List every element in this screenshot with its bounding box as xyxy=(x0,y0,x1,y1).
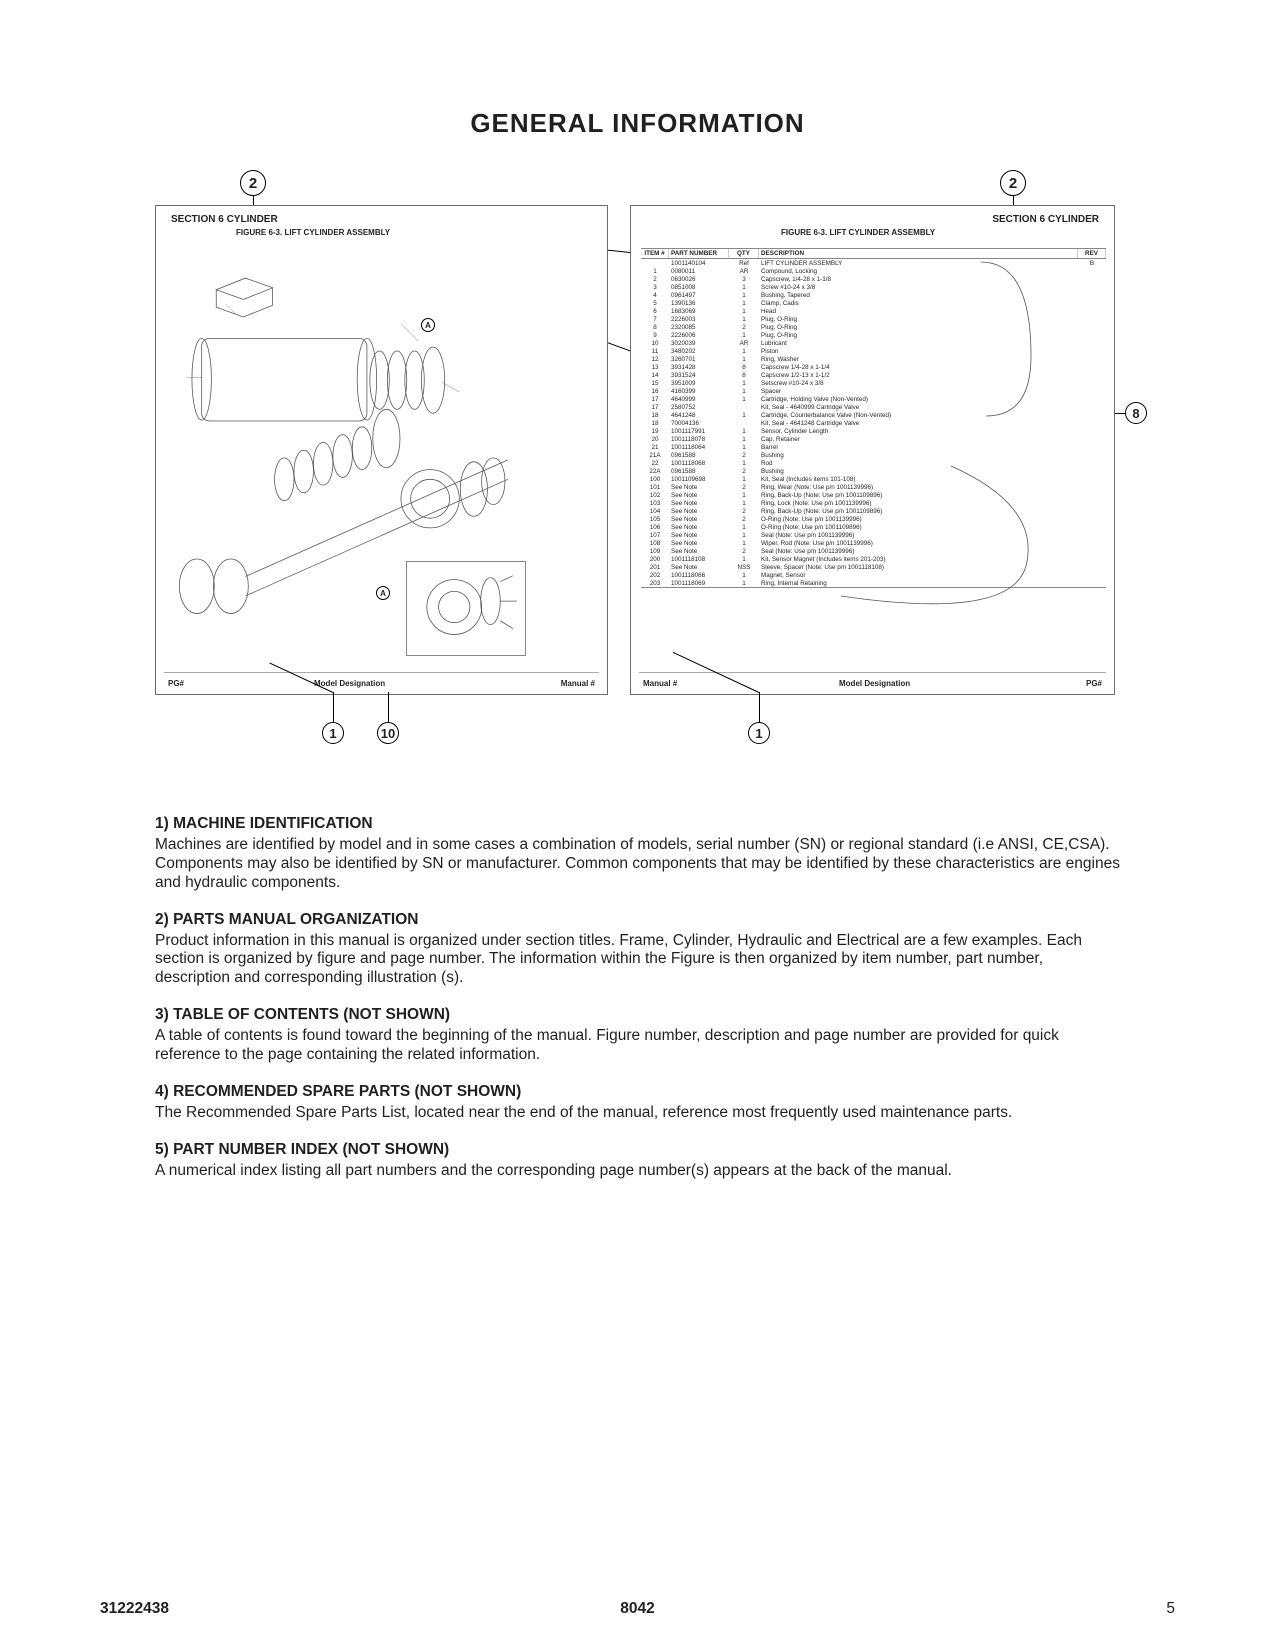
section-header-right: SECTION 6 CYLINDER xyxy=(992,214,1099,225)
callout-8: 8 xyxy=(1125,402,1147,424)
table-row: 2110011180641Barrel xyxy=(641,443,1106,451)
table-row: 2010011180781Cap, Retainer xyxy=(641,435,1106,443)
section-paragraph: A numerical index listing all part numbe… xyxy=(155,1162,1120,1181)
table-row: 1232607011Ring, Washer xyxy=(641,355,1106,363)
section-heading: 4) RECOMMENDED SPARE PARTS (NOT SHOWN) xyxy=(155,1083,1120,1102)
figure-caption-left: FIGURE 6-3. LIFT CYLINDER ASSEMBLY xyxy=(236,228,390,237)
table-row: 513901361Clamp, Cadis xyxy=(641,299,1106,307)
table-row: 922260061Plug, O-Ring xyxy=(641,331,1106,339)
table-row: 1339314288Capscrew 1/4-28 x 1-1/4 xyxy=(641,363,1106,371)
panel-footer-right: Manual # Model Designation PG# xyxy=(639,672,1106,688)
table-row: 1439315248Capscrew 1/2-13 x 1-1/2 xyxy=(641,371,1106,379)
table-row: 1539510091Setscrew #10-24 x 3/8 xyxy=(641,379,1106,387)
section-paragraph: Machines are identified by model and in … xyxy=(155,836,1120,893)
figure-panel-right: SECTION 6 CYLINDER FIGURE 6-3. LIFT CYLI… xyxy=(630,205,1115,695)
section-header-left: SECTION 6 CYLINDER xyxy=(171,214,278,225)
footer-center: 8042 xyxy=(620,1600,654,1618)
page: GENERAL INFORMATION 2 2 10 6 7 8 xyxy=(0,0,1275,1650)
callout-1-right: 1 xyxy=(748,722,770,744)
table-row: 616830691Head xyxy=(641,307,1106,315)
page-title: GENERAL INFORMATION xyxy=(0,108,1275,139)
table-row: 20310011180691Ring, Internal Retaining xyxy=(641,579,1106,587)
table-row: 823200852Plug, O-Ring xyxy=(641,323,1106,331)
figure-region: 2 2 10 6 7 8 9 SECTIO xyxy=(155,170,1115,750)
detail-inset xyxy=(406,561,526,656)
table-row: 101See Note2Ring, Wear (Note: Use p/n 10… xyxy=(641,483,1106,491)
table-row: 172580752Kit, Seal - 4640999 Cartridge V… xyxy=(641,403,1106,411)
section-heading: 3) TABLE OF CONTENTS (NOT SHOWN) xyxy=(155,1006,1120,1025)
table-row: 1001140104RefLIFT CYLINDER ASSEMBLYB xyxy=(641,259,1106,267)
callout-2-right: 2 xyxy=(1000,170,1026,196)
detail-label-a-1: A xyxy=(421,318,435,332)
table-row: 20210011180661Magnet, Sensor xyxy=(641,571,1106,579)
table-row: 21A09615882Bushing xyxy=(641,451,1106,459)
table-row: 1134802021Piston xyxy=(641,347,1106,355)
table-row: 20010011181081Kit, Sensor Magnet (Includ… xyxy=(641,555,1106,563)
table-row: 109See Note2Seal (Note: Use p/n 10011399… xyxy=(641,547,1106,555)
section-paragraph: The Recommended Spare Parts List, locate… xyxy=(155,1104,1120,1123)
figure-panel-left: SECTION 6 CYLINDER FIGURE 6-3. LIFT CYLI… xyxy=(155,205,608,695)
callout-2-left: 2 xyxy=(240,170,266,196)
footer-left: 31222438 xyxy=(100,1600,169,1618)
table-row: 1846412481Cartridge, Counterbalance Valv… xyxy=(641,411,1106,419)
table-header: ITEM # PART NUMBER QTY DESCRIPTION REV xyxy=(641,249,1106,259)
section-heading: 2) PARTS MANUAL ORGANIZATION xyxy=(155,911,1120,930)
table-row: 105See Note2O-Ring (Note: Use p/n 100113… xyxy=(641,515,1106,523)
panel-footer-left: PG# Model Designation Manual # xyxy=(164,672,599,688)
content-sections: 1) MACHINE IDENTIFICATION Machines are id… xyxy=(155,815,1120,1181)
exploded-drawing: A A xyxy=(166,246,597,664)
callout-1-left: 1 xyxy=(322,722,344,744)
table-body: 1001140104RefLIFT CYLINDER ASSEMBLYB1008… xyxy=(641,259,1106,587)
callout-10-bottom: 10 xyxy=(377,722,399,744)
table-row: 1910011179911Sensor, Cylinder Length xyxy=(641,427,1106,435)
table-row: 10080011ARCompound, Locking xyxy=(641,267,1106,275)
table-row: 108See Note1Wiper, Rod (Note: Use p/n 10… xyxy=(641,539,1106,547)
table-row: 1746409991Cartridge, Holding Valve (Non-… xyxy=(641,395,1106,403)
table-row: 107See Note1Seal (Note: Use p/n 10011399… xyxy=(641,531,1106,539)
table-row: 102See Note1Ring, Back-Up (Note: Use p/n… xyxy=(641,491,1106,499)
table-row: 722260031Plug, O-Ring xyxy=(641,315,1106,323)
figure-caption-right: FIGURE 6-3. LIFT CYLINDER ASSEMBLY xyxy=(781,228,935,237)
table-row: 1870004136Kit, Seal - 4641248 Cartridge … xyxy=(641,419,1106,427)
table-row: 104See Note2Ring, Back-Up (Note: Use p/n… xyxy=(641,507,1106,515)
table-row: 103020039ARLubricant xyxy=(641,339,1106,347)
table-row: 2210011180681Rod xyxy=(641,459,1106,467)
section-heading: 1) MACHINE IDENTIFICATION xyxy=(155,815,1120,834)
table-row: 206300263Capscrew, 1/4-28 x 1-1/8 xyxy=(641,275,1106,283)
detail-label-a-2: A xyxy=(376,586,390,600)
table-row: 22A09615882Bushing xyxy=(641,467,1106,475)
section-paragraph: Product information in this manual is or… xyxy=(155,932,1120,989)
parts-table: ITEM # PART NUMBER QTY DESCRIPTION REV 1… xyxy=(641,248,1106,588)
section-paragraph: A table of contents is found toward the … xyxy=(155,1027,1120,1065)
table-row: 409614971Bushing, Tapered xyxy=(641,291,1106,299)
footer-right: 5 xyxy=(1166,1600,1175,1618)
section-heading: 5) PART NUMBER INDEX (NOT SHOWN) xyxy=(155,1141,1120,1160)
table-row: 308510081Screw #10-24 x 3/8 xyxy=(641,283,1106,291)
table-row: 201See NoteNSSSleeve, Spacer (Note: Use … xyxy=(641,563,1106,571)
table-row: 103See Note1Ring, Lock (Note: Use p/n 10… xyxy=(641,499,1106,507)
table-row: 10010011096981Kit, Seal (Includes items … xyxy=(641,475,1106,483)
table-row: 106See Note1O-Ring (Note: Use p/n 100110… xyxy=(641,523,1106,531)
table-row: 1641603991Spacer xyxy=(641,387,1106,395)
